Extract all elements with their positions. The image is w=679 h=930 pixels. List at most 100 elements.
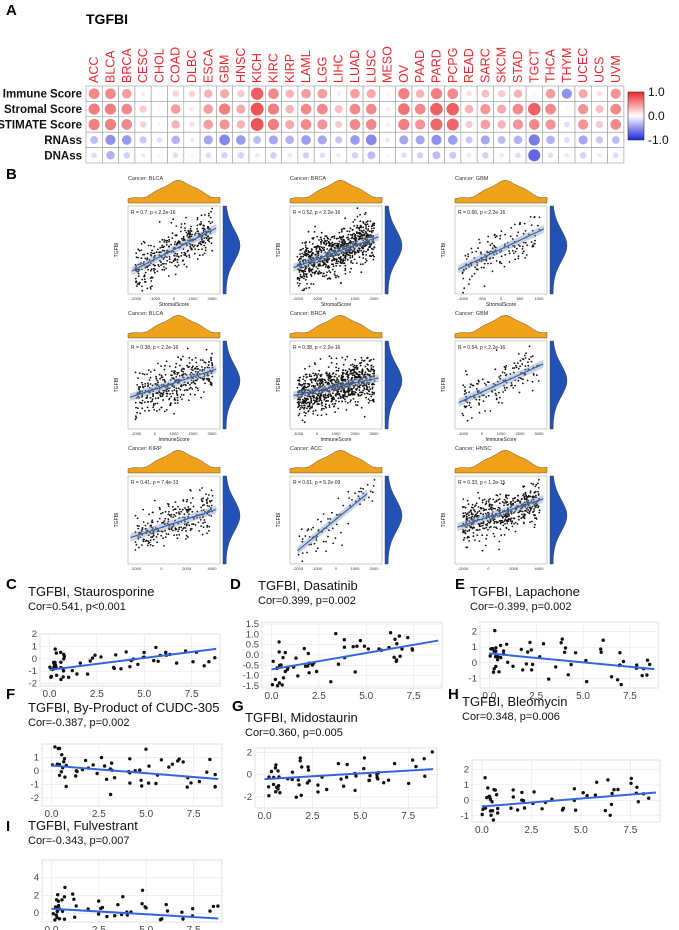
data-point xyxy=(312,264,315,267)
data-point xyxy=(171,526,173,528)
data-point xyxy=(165,360,168,363)
data-point xyxy=(477,379,480,382)
data-point xyxy=(512,367,514,369)
data-point xyxy=(492,382,495,385)
data-point xyxy=(180,254,183,257)
y-tick-label: -1 xyxy=(29,666,37,677)
data-point xyxy=(309,378,312,381)
data-point xyxy=(64,784,68,789)
heatmap-circle xyxy=(156,137,163,143)
data-point xyxy=(335,276,337,279)
data-point xyxy=(166,388,169,390)
data-point xyxy=(196,516,198,519)
data-point xyxy=(135,416,138,419)
data-point xyxy=(296,674,300,678)
data-point xyxy=(349,364,352,366)
data-point xyxy=(365,388,368,391)
data-point xyxy=(147,384,150,386)
x-tick-label: 5.0 xyxy=(139,925,153,930)
data-point xyxy=(163,241,166,243)
x-tick-label: 2000 xyxy=(208,296,218,301)
data-point xyxy=(137,527,140,530)
data-point xyxy=(192,373,194,375)
data-point xyxy=(373,224,375,227)
y-tick-label: 2 xyxy=(34,890,39,901)
data-point xyxy=(344,245,346,247)
data-point xyxy=(519,359,522,362)
heatmap-circle xyxy=(398,88,410,100)
cancer-label: LUSC xyxy=(364,50,378,83)
data-point xyxy=(210,507,212,509)
data-point xyxy=(490,262,492,265)
data-point xyxy=(368,381,371,384)
panel-label-a: A xyxy=(6,2,17,19)
panel-label-b: B xyxy=(6,166,17,183)
data-point xyxy=(345,252,347,255)
data-point xyxy=(196,230,199,233)
data-point xyxy=(164,386,167,389)
data-point xyxy=(566,673,570,677)
x-tick-label: 5.0 xyxy=(574,825,588,836)
data-point xyxy=(195,386,197,389)
data-point xyxy=(525,352,527,355)
data-point xyxy=(201,232,204,235)
data-point xyxy=(121,895,125,899)
data-point xyxy=(332,542,335,545)
data-point xyxy=(327,518,329,520)
cancer-label: UVM xyxy=(609,55,623,83)
data-point xyxy=(369,254,371,257)
data-point xyxy=(465,405,467,408)
y-tick-label: 2 xyxy=(464,764,469,775)
x-tick-label: 0 xyxy=(481,431,484,436)
data-point xyxy=(137,256,139,259)
data-point xyxy=(340,245,343,248)
data-point xyxy=(484,523,487,526)
data-point xyxy=(188,236,191,238)
data-point xyxy=(156,379,159,382)
data-point xyxy=(388,631,393,635)
data-point xyxy=(142,508,145,511)
data-point xyxy=(136,411,139,414)
data-point xyxy=(185,530,187,532)
data-point xyxy=(315,399,318,401)
data-point xyxy=(487,235,490,238)
data-point xyxy=(148,259,151,261)
data-point xyxy=(177,530,180,532)
data-point xyxy=(480,253,483,255)
data-point xyxy=(139,412,142,415)
data-point xyxy=(159,241,161,243)
data-point xyxy=(159,377,162,380)
data-point xyxy=(136,392,139,395)
data-point xyxy=(345,372,348,375)
heatmap-circle xyxy=(88,103,100,115)
data-point xyxy=(468,283,470,285)
data-point xyxy=(314,400,316,403)
heatmap-circle xyxy=(317,103,328,115)
data-point xyxy=(189,243,192,246)
data-point xyxy=(367,228,370,230)
data-point xyxy=(342,638,346,642)
data-point xyxy=(514,223,516,226)
data-point xyxy=(210,359,213,362)
data-point xyxy=(344,369,347,372)
data-point xyxy=(491,270,494,273)
data-point xyxy=(158,385,160,388)
data-point xyxy=(196,224,199,227)
data-point xyxy=(173,397,176,400)
data-point xyxy=(197,244,200,247)
data-point xyxy=(537,487,540,489)
right-density xyxy=(384,205,403,295)
data-point xyxy=(300,266,303,269)
data-point xyxy=(150,276,153,278)
data-point xyxy=(318,239,320,241)
data-point xyxy=(311,243,314,245)
data-point xyxy=(304,380,306,382)
data-point xyxy=(139,386,142,388)
data-point xyxy=(191,233,193,236)
data-point xyxy=(303,289,305,292)
data-point xyxy=(158,265,160,268)
data-point xyxy=(351,229,354,231)
data-point xyxy=(533,508,535,510)
data-point xyxy=(352,241,355,243)
data-point xyxy=(162,521,165,524)
